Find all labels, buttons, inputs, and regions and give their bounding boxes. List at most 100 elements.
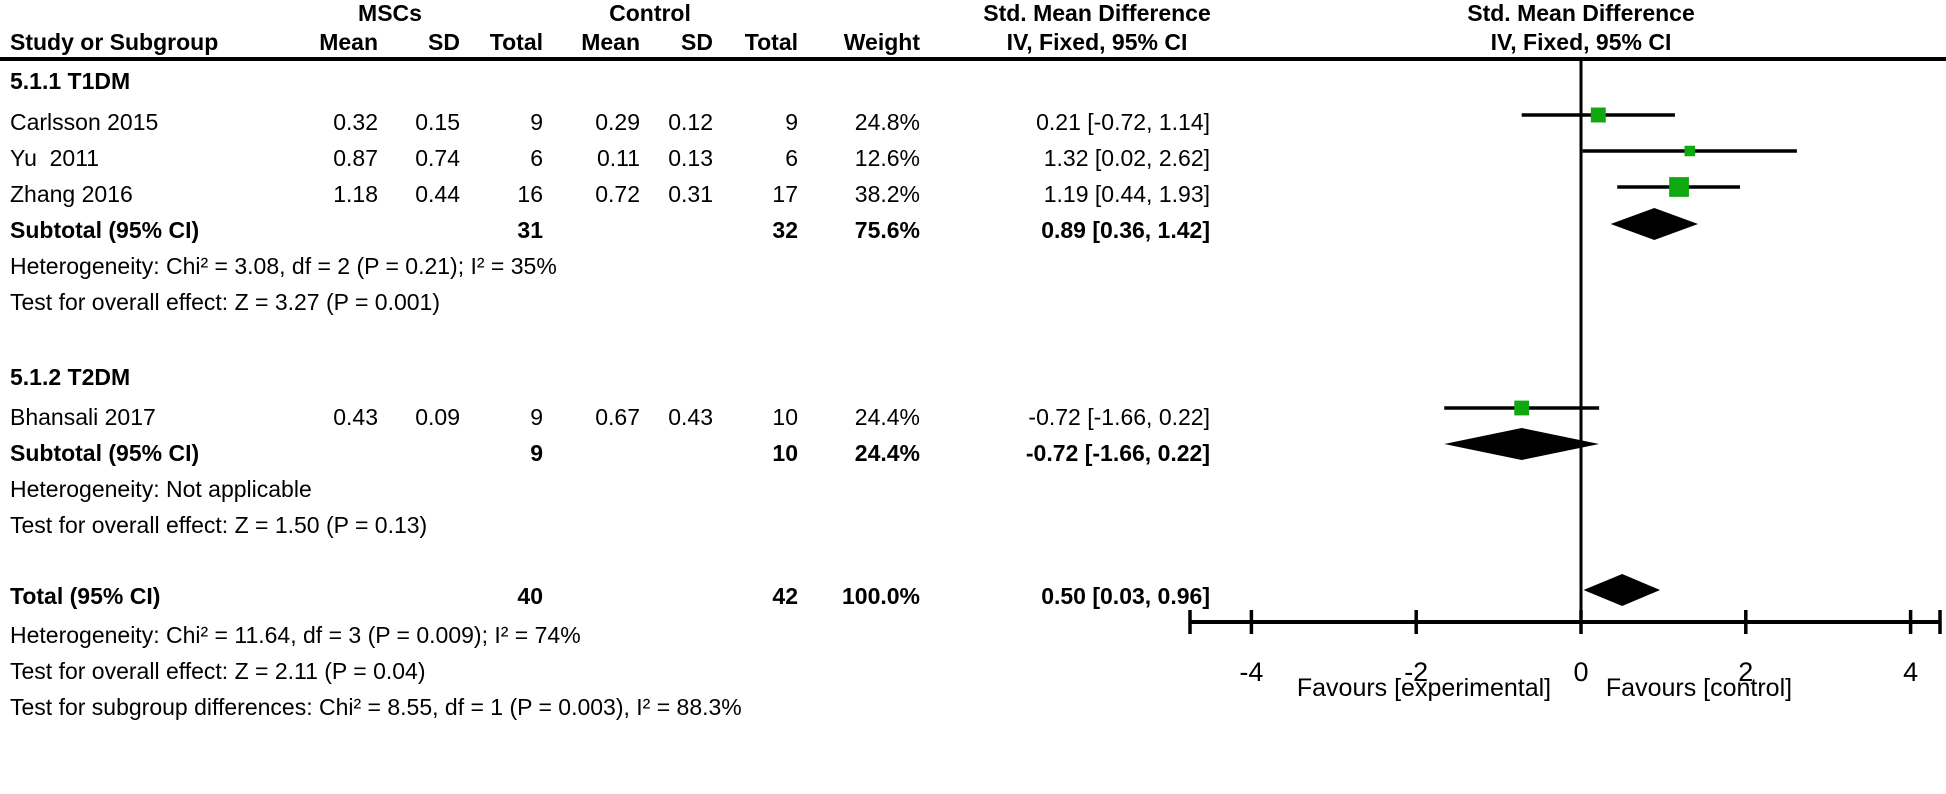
total-experimental: 16 [517,181,543,207]
total-label: Total (95% CI) [10,583,161,609]
study-label: Carlsson 2015 [10,109,159,135]
ci-value: -0.72 [-1.66, 0.22] [1025,440,1210,466]
subtotal-label: Subtotal (95% CI) [10,440,200,466]
overall-effect-text: Test for overall effect: Z = 1.50 (P = 0… [10,512,428,538]
effect-square-zhang [1669,177,1689,197]
mean-experimental: 0.87 [333,145,378,171]
header-smd-plot: Std. Mean Difference [1467,0,1695,26]
effect-square-bhansali [1514,400,1530,416]
header-total-experimental: Total [489,29,543,55]
total-experimental: 6 [530,145,543,171]
subtotal-label: Subtotal (95% CI) [10,217,200,243]
weight-value: 24.8% [854,109,920,135]
overall-effect-text: Test for overall effect: Z = 3.27 (P = 0… [10,289,440,315]
ci-value: 0.21 [-0.72, 1.14] [1036,109,1210,135]
ci-value: 1.19 [0.44, 1.93] [1043,181,1210,207]
effect-square-yu [1684,145,1696,157]
ci-value: -0.72 [-1.66, 0.22] [1028,404,1210,430]
subgroup-label: 5.1.1 T1DM [10,68,131,94]
weight-value: 24.4% [854,440,920,466]
overall-effect-text: Test for overall effect: Z = 2.11 (P = 0… [10,658,426,684]
header-group-control: Control [609,0,691,26]
study-label: Yu 2011 [10,145,100,171]
sd-experimental: 0.44 [415,181,460,207]
subgroup-label: 5.1.2 T2DM [10,364,131,390]
mean-control: 0.72 [595,181,640,207]
sd-experimental: 0.15 [415,109,460,135]
heterogeneity-note-total: Heterogeneity: Chi² = 11.64, df = 3 (P =… [0,617,1240,653]
study-label: Zhang 2016 [10,181,133,207]
header-sd-control: SD [681,29,713,55]
study-row-carlsson: Carlsson 2015 0.32 0.15 9 0.29 0.12 9 24… [0,104,1240,140]
header-rule-line [0,57,1946,61]
sd-control: 0.43 [668,404,713,430]
mean-experimental: 0.43 [333,404,378,430]
study-row-bhansali: Bhansali 2017 0.43 0.09 9 0.67 0.43 10 2… [0,399,1240,435]
total-row: Total (95% CI) 40 42 100.0% 0.50 [0.03, … [0,578,1240,614]
overall-effect-note-t2dm: Test for overall effect: Z = 1.50 (P = 0… [0,507,1240,543]
overall-effect-note-total: Test for overall effect: Z = 2.11 (P = 0… [0,653,1240,689]
total-control: 6 [785,145,798,171]
axis-tick-label--2: -2 [1404,657,1428,687]
overall-effect-note-t1dm: Test for overall effect: Z = 3.27 (P = 0… [0,284,1240,320]
ci-value: 0.50 [0.03, 0.96] [1041,583,1210,609]
sd-control: 0.13 [668,145,713,171]
mean-experimental: 0.32 [333,109,378,135]
heterogeneity-note-t2dm: Heterogeneity: Not applicable [0,471,1240,507]
total-control: 9 [785,109,798,135]
header-group-row: MSCs Control Std. Mean Difference Std. M… [0,0,1946,27]
total-experimental: 9 [530,109,543,135]
total-control: 32 [772,217,798,243]
subtotal-row-t1dm: Subtotal (95% CI) 31 32 75.6% 0.89 [0.36… [0,212,1240,248]
forest-plot-page: { "colors": { "marker_green": "#10a810",… [0,0,1946,725]
subgroup-title-t1dm: 5.1.1 T1DM [0,63,1240,99]
weight-value: 100.0% [841,583,920,609]
axis-tick-label-0: 0 [1573,657,1588,687]
header-column-row: Study or Subgroup Mean SD Total Mean SD … [0,27,1946,57]
study-row-zhang: Zhang 2016 1.18 0.44 16 0.72 0.31 17 38.… [0,176,1240,212]
ci-value: 1.32 [0.02, 2.62] [1043,145,1210,171]
mean-control: 0.11 [596,145,640,171]
study-label: Bhansali 2017 [10,404,156,430]
favours-experimental-label: Favours [experimental] [1297,674,1551,702]
subgroup-differences-text: Test for subgroup differences: Chi² = 8.… [10,694,742,720]
header-mean-control: Mean [581,29,640,55]
study-row-yu: Yu 2011 0.87 0.74 6 0.11 0.13 6 12.6% 1.… [0,140,1240,176]
header-mean-experimental: Mean [319,29,378,55]
total-experimental: 9 [530,404,543,430]
axis-tick-label--4: -4 [1239,657,1263,687]
total-control: 17 [772,181,798,207]
sd-experimental: 0.74 [415,145,460,171]
subgroup-differences-note: Test for subgroup differences: Chi² = 8.… [0,689,1240,725]
sd-control: 0.12 [668,109,713,135]
total-control: 42 [772,583,798,609]
header-study: Study or Subgroup [10,29,219,55]
axis-tick-label-4: 4 [1903,657,1918,687]
header-smd-table: Std. Mean Difference [983,0,1211,26]
mean-experimental: 1.18 [333,181,378,207]
heterogeneity-note-t1dm: Heterogeneity: Chi² = 3.08, df = 2 (P = … [0,248,1240,284]
header-total-control: Total [744,29,798,55]
mean-control: 0.29 [595,109,640,135]
subtotal-row-t2dm: Subtotal (95% CI) 9 10 24.4% -0.72 [-1.6… [0,435,1240,471]
pooled-diamond-sub1 [1610,208,1699,240]
header-method-plot: IV, Fixed, 95% CI [1490,29,1672,55]
ci-value: 0.89 [0.36, 1.42] [1041,217,1210,243]
axis-tick-label-2: 2 [1738,657,1753,687]
effect-square-carlsson [1590,107,1606,123]
total-experimental: 31 [517,217,543,243]
favours-control-label: Favours [control] [1606,674,1792,702]
header-method-table: IV, Fixed, 95% CI [1006,29,1188,55]
total-control: 10 [772,404,798,430]
total-control: 10 [772,440,798,466]
heterogeneity-text: Heterogeneity: Not applicable [10,476,312,502]
total-experimental: 40 [517,583,543,609]
sd-control: 0.31 [668,181,713,207]
header-weight: Weight [843,29,920,55]
weight-value: 75.6% [854,217,920,243]
mean-control: 0.67 [595,404,640,430]
weight-value: 38.2% [854,181,920,207]
pooled-diamond-total [1583,574,1661,606]
heterogeneity-text: Heterogeneity: Chi² = 11.64, df = 3 (P =… [10,622,581,648]
weight-value: 24.4% [854,404,920,430]
